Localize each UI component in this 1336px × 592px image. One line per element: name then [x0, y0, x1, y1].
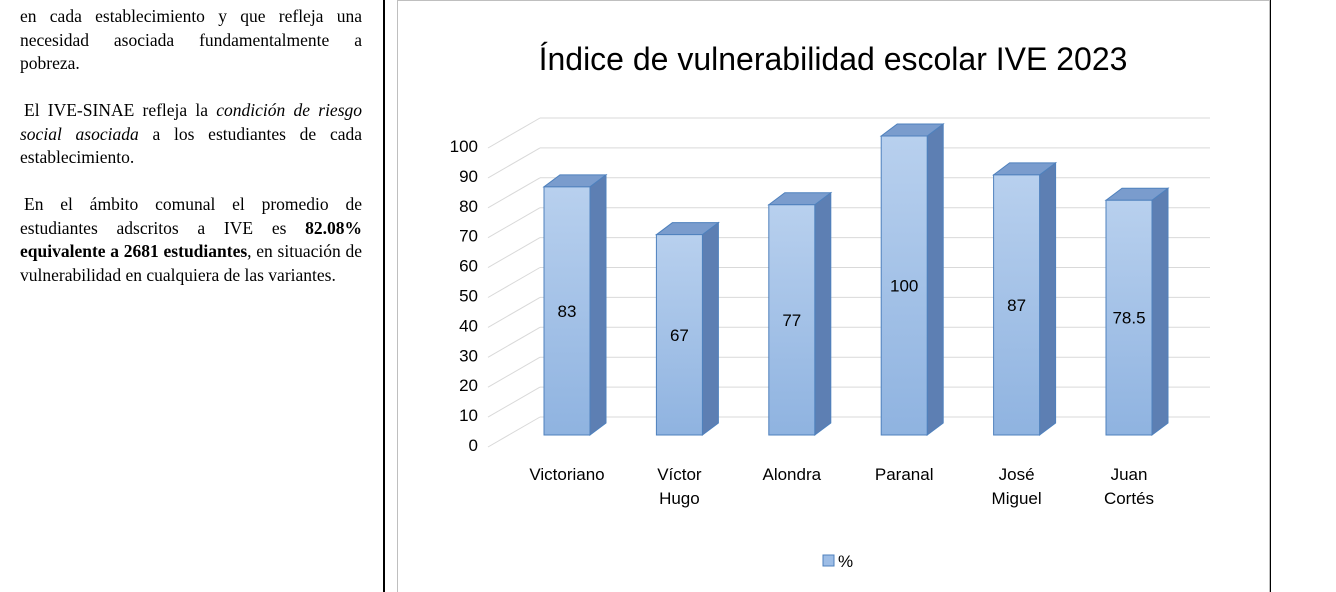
grid-line — [487, 207, 541, 239]
x-tick-label: Juan Cortés — [1104, 465, 1154, 508]
chart-title: Índice de vulnerabilidad escolar IVE 202… — [539, 41, 1128, 77]
bar-side — [926, 123, 944, 436]
y-tick-label: 100 — [450, 137, 478, 156]
text-run: En el ámbito comunal el promedio de estu… — [20, 194, 362, 238]
y-tick-label: 10 — [459, 406, 478, 425]
y-tick-label: 20 — [459, 376, 478, 395]
y-tick-label: 40 — [459, 316, 478, 335]
x-tick-label: José Miguel — [992, 465, 1042, 508]
bar-side — [1151, 187, 1169, 436]
bar-front — [1105, 199, 1153, 436]
bar — [654, 221, 720, 436]
y-tick-label: 90 — [459, 167, 478, 186]
bar-front — [880, 135, 928, 436]
grid-line — [487, 326, 541, 358]
bar-side — [589, 173, 607, 436]
legend-label: % — [838, 552, 853, 571]
data-label: 67 — [670, 326, 689, 345]
data-label: 77 — [782, 311, 801, 330]
bar-front — [993, 174, 1041, 436]
y-tick-label: 80 — [459, 197, 478, 216]
y-tick-label: 0 — [469, 436, 478, 455]
bar-front — [768, 204, 816, 436]
bar — [1104, 187, 1170, 436]
grid-line — [487, 147, 541, 179]
x-tick-label: Alondra — [762, 465, 821, 484]
text-run: a los estudiantes de cada establecimient… — [20, 123, 362, 168]
chart-frame — [397, 0, 1270, 592]
grid-line — [487, 356, 541, 388]
x-tick-label: Víctor Hugo — [657, 465, 702, 508]
y-tick-label: 60 — [459, 257, 478, 276]
y-tick-label: 70 — [459, 227, 478, 246]
grid-line — [487, 416, 541, 448]
data-label: 100 — [890, 277, 918, 296]
grid-line — [487, 177, 541, 209]
x-tick-label: Victoriano — [529, 465, 604, 484]
bar-side — [814, 191, 832, 436]
paragraph: en cada establecimiento y que refleja un… — [20, 5, 362, 76]
text-run: 82.08% equivalente a 2681 estudiantes — [20, 217, 362, 262]
bar-front — [655, 234, 703, 436]
bar — [542, 173, 608, 436]
paragraph: En el ámbito comunal el promedio de estu… — [20, 193, 362, 287]
text-run: El IVE-SINAE refleja la — [24, 100, 217, 120]
data-label: 83 — [558, 302, 577, 321]
bar — [992, 161, 1058, 436]
grid-line — [487, 267, 541, 298]
bar-side — [701, 221, 719, 436]
text-run: en cada establecimiento y que refleja un… — [20, 6, 362, 73]
bar — [879, 123, 945, 436]
paragraph: El IVE-SINAE refleja la condición de rie… — [20, 99, 362, 170]
grid-line — [487, 296, 541, 328]
grid-line — [487, 386, 541, 418]
y-tick-label: 30 — [459, 346, 478, 365]
grid-line — [487, 237, 541, 269]
text-run: , en situación de vulnerabilidad en cual… — [20, 241, 362, 285]
x-tick-label: Paranal — [875, 465, 934, 484]
bar-front — [543, 186, 591, 436]
grid-line — [487, 117, 541, 149]
bar — [767, 191, 833, 436]
data-label: 87 — [1007, 296, 1026, 315]
text-run: condición de riesgo social asociada — [20, 100, 363, 144]
legend-swatch — [822, 554, 835, 567]
data-label: 78.5 — [1112, 309, 1145, 328]
bar-side — [1039, 161, 1057, 436]
text-column: en cada establecimiento y que refleja un… — [20, 5, 362, 311]
y-tick-label: 50 — [459, 287, 478, 306]
